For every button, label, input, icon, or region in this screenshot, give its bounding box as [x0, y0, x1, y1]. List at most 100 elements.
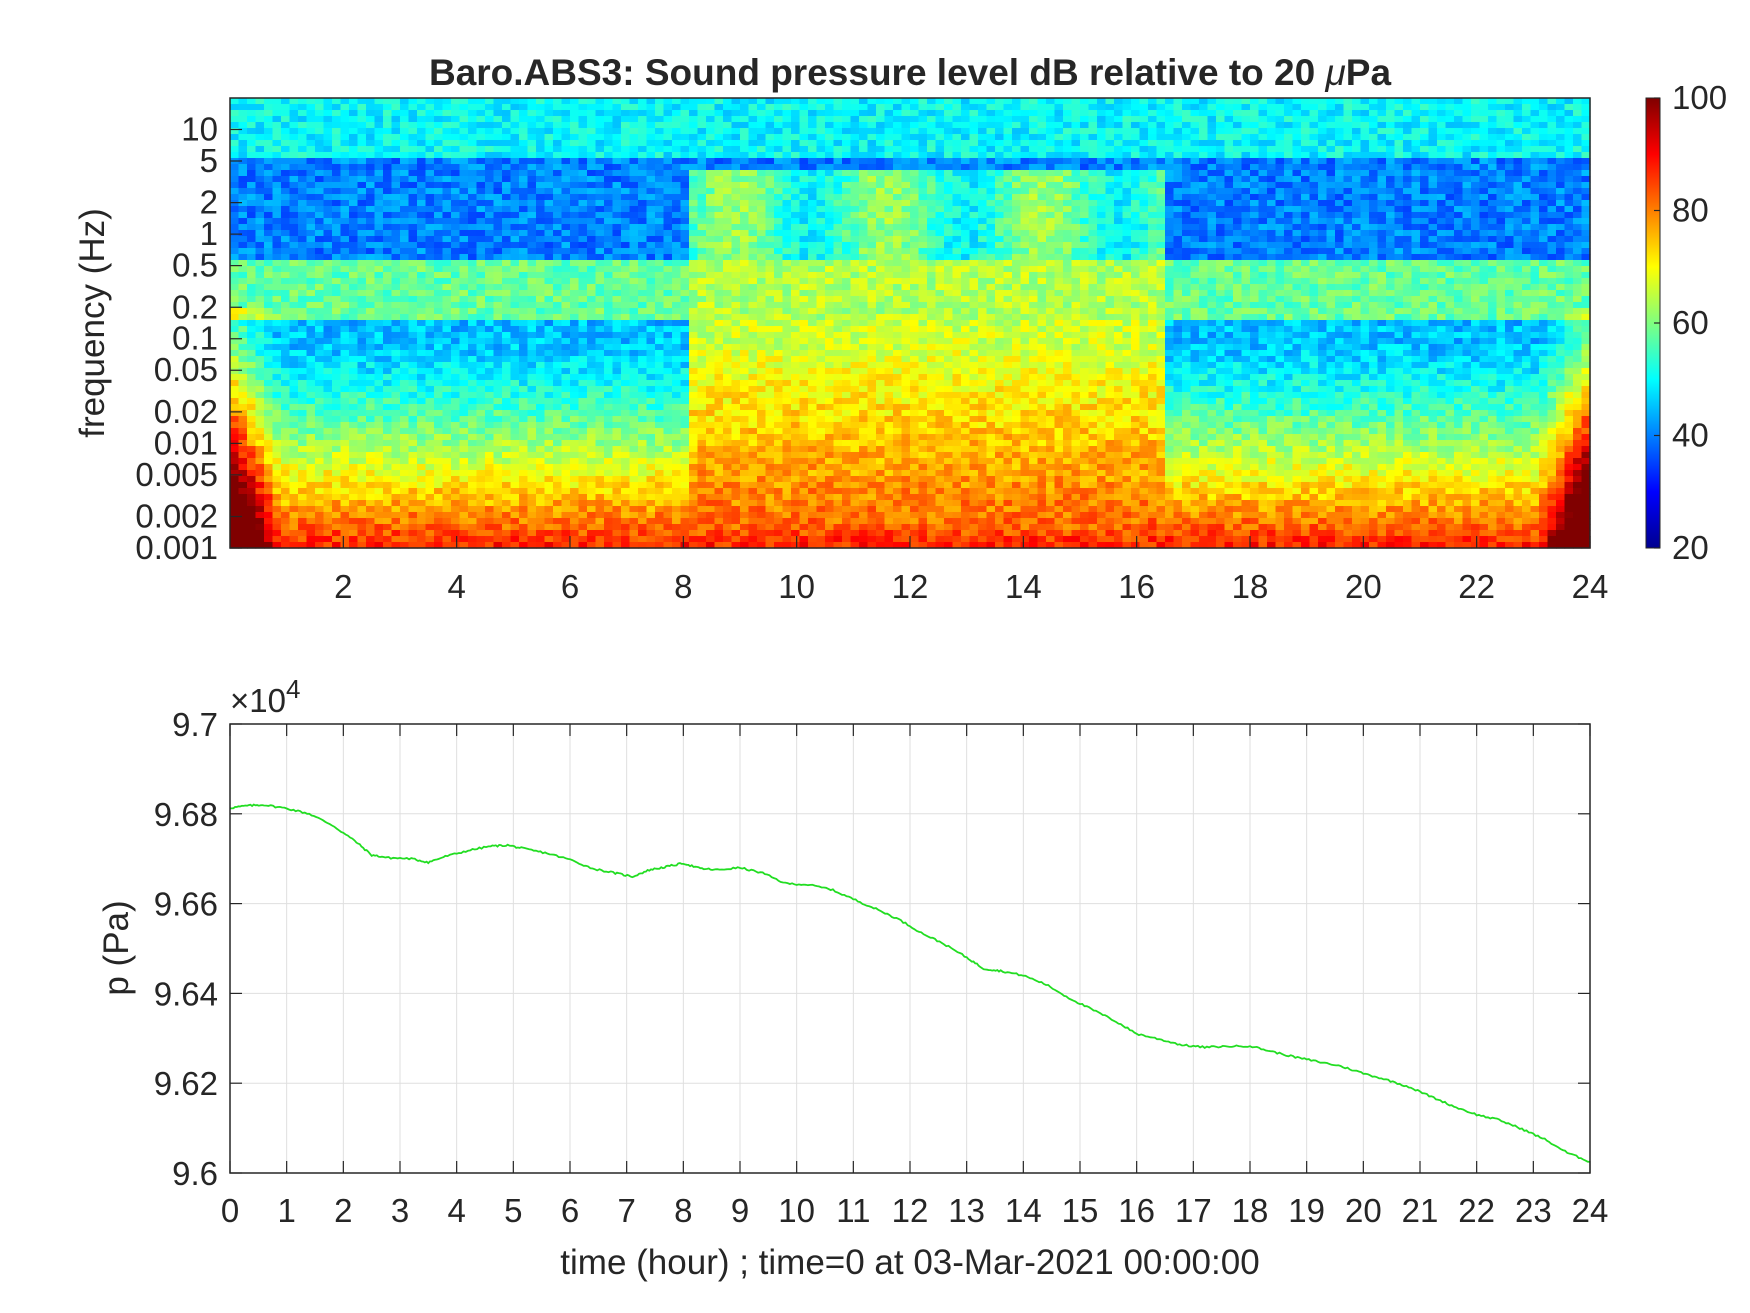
heatmap-cell	[978, 266, 988, 273]
heatmap-cell	[1122, 128, 1132, 135]
heatmap-cell	[1513, 254, 1523, 261]
heatmap-cell	[1309, 134, 1319, 141]
heatmap-cell	[570, 176, 580, 183]
heatmap-cell	[357, 206, 367, 213]
heatmap-cell	[621, 194, 631, 201]
heatmap-cell	[1029, 176, 1039, 183]
heatmap-cell	[910, 140, 920, 147]
heatmap-cell	[323, 164, 333, 171]
heatmap-cell	[621, 248, 631, 255]
heatmap-cell	[442, 158, 452, 165]
heatmap-cell	[706, 188, 716, 195]
heatmap-cell	[842, 128, 852, 135]
heatmap-cell	[697, 170, 707, 177]
heatmap-cell	[1258, 98, 1268, 105]
heatmap-cell	[536, 104, 546, 111]
heatmap-cell	[1496, 134, 1506, 141]
heatmap-cell	[493, 128, 503, 135]
heatmap-cell	[425, 230, 435, 237]
heatmap-cell	[298, 122, 308, 129]
heatmap-cell	[1216, 140, 1226, 147]
heatmap-cell	[417, 218, 427, 225]
heatmap-cell	[1335, 152, 1345, 159]
heatmap-cell	[1513, 176, 1523, 183]
heatmap-cell	[1054, 188, 1064, 195]
heatmap-cell	[1530, 170, 1540, 177]
heatmap-cell	[595, 128, 605, 135]
heatmap-cell	[1114, 200, 1124, 207]
heatmap-cell	[442, 200, 452, 207]
heatmap-cell	[1020, 236, 1030, 243]
heatmap-cell	[1275, 230, 1285, 237]
heatmap-cell	[731, 200, 741, 207]
heatmap-cell	[1547, 164, 1557, 171]
heatmap-cell	[978, 116, 988, 123]
heatmap-cell	[629, 194, 639, 201]
heatmap-cell	[1241, 194, 1251, 201]
heatmap-cell	[731, 218, 741, 225]
heatmap-cell	[765, 146, 775, 153]
heatmap-cell	[1165, 266, 1175, 273]
heatmap-cell	[544, 104, 554, 111]
heatmap-cell	[748, 146, 758, 153]
heatmap-cell	[417, 146, 427, 153]
heatmap-cell	[1071, 260, 1081, 267]
heatmap-cell	[332, 104, 342, 111]
heatmap-cell	[519, 248, 529, 255]
heatmap-cell	[527, 212, 537, 219]
heatmap-cell	[612, 116, 622, 123]
heatmap-cell	[1148, 122, 1158, 129]
heatmap-cell	[1573, 158, 1583, 165]
heatmap-cell	[944, 254, 954, 261]
heatmap-cell	[808, 260, 818, 267]
heatmap-cell	[842, 98, 852, 105]
heatmap-cell	[1250, 266, 1260, 273]
heatmap-cell	[757, 194, 767, 201]
heatmap-cell	[1428, 230, 1438, 237]
heatmap-cell	[400, 212, 410, 219]
heatmap-cell	[1275, 266, 1285, 273]
heatmap-cell	[391, 158, 401, 165]
heatmap-cell	[1479, 248, 1489, 255]
heatmap-cell	[1496, 224, 1506, 231]
heatmap-cell	[1139, 122, 1149, 129]
heatmap-cell	[1114, 128, 1124, 135]
heatmap-cell	[1224, 278, 1234, 285]
heatmap-cell	[1114, 134, 1124, 141]
heatmap-cell	[1063, 254, 1073, 261]
heatmap-cell	[1207, 266, 1217, 273]
heatmap-cell	[1250, 176, 1260, 183]
heatmap-cell	[1335, 134, 1345, 141]
heatmap-cell	[459, 206, 469, 213]
heatmap-cell	[510, 158, 520, 165]
heatmap-cell	[604, 158, 614, 165]
heatmap-cell	[1301, 182, 1311, 189]
heatmap-cell	[1309, 128, 1319, 135]
heatmap-cell	[1250, 206, 1260, 213]
heatmap-cell	[1020, 146, 1030, 153]
heatmap-cell	[1581, 170, 1591, 177]
heatmap-cell	[1522, 116, 1532, 123]
heatmap-cell	[1216, 230, 1226, 237]
heatmap-cell	[1207, 236, 1217, 243]
heatmap-cell	[850, 278, 860, 285]
heatmap-cell	[1258, 260, 1268, 267]
heatmap-cell	[1377, 218, 1387, 225]
heatmap-cell	[1360, 170, 1370, 177]
heatmap-cell	[391, 242, 401, 249]
heatmap-cell	[935, 194, 945, 201]
heatmap-cell	[374, 158, 384, 165]
heatmap-cell	[1411, 188, 1421, 195]
heatmap-cell	[1122, 254, 1132, 261]
heatmap-cell	[1394, 272, 1404, 279]
heatmap-cell	[383, 242, 393, 249]
heatmap-cell	[655, 176, 665, 183]
heatmap-cell	[740, 158, 750, 165]
heatmap-cell	[434, 122, 444, 129]
heatmap-cell	[1063, 134, 1073, 141]
heatmap-cell	[366, 140, 376, 147]
heatmap-cell	[1326, 164, 1336, 171]
heatmap-cell	[383, 104, 393, 111]
heatmap-cell	[510, 122, 520, 129]
heatmap-cell	[332, 260, 342, 267]
